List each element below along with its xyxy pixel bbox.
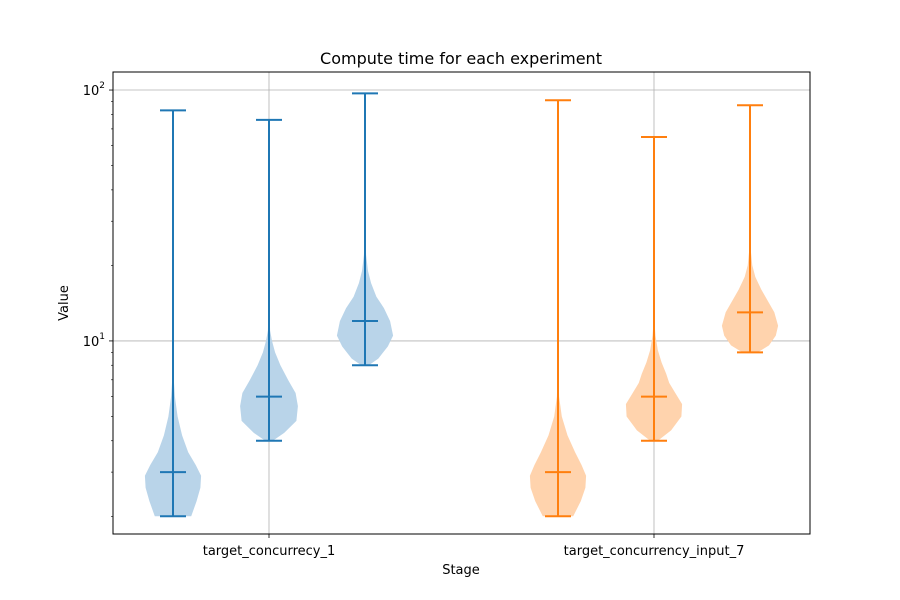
y-tick-label: 101	[83, 332, 105, 350]
grid-lines	[113, 72, 810, 534]
x-axis: target_concurrecy_1 target_concurrency_in…	[203, 534, 745, 559]
x-tick-label: target_concurrecy_1	[203, 544, 336, 559]
chart-title: Compute time for each experiment	[320, 49, 602, 68]
y-axis-label: Value	[57, 285, 72, 321]
x-axis-label: Stage	[442, 563, 480, 578]
violins	[144, 92, 779, 518]
y-axis: 101 102	[83, 81, 113, 517]
x-tick-label: target_concurrency_input_7	[564, 544, 745, 559]
y-tick-label: 102	[83, 81, 105, 99]
plot-frame	[112, 71, 811, 535]
